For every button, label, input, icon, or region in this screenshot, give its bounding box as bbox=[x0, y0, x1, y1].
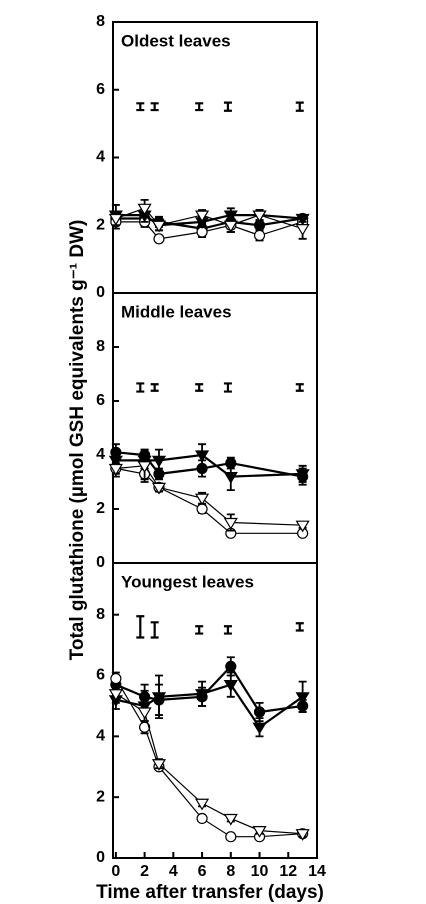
error-bar bbox=[136, 615, 145, 639]
point bbox=[195, 798, 210, 811]
x-tick-label: 12 bbox=[279, 863, 297, 880]
point bbox=[223, 517, 238, 530]
point bbox=[295, 520, 310, 533]
panel-title: Oldest leaves bbox=[121, 31, 231, 50]
point bbox=[295, 224, 310, 236]
point bbox=[252, 722, 267, 735]
point bbox=[253, 229, 266, 242]
x-axis-label: Time after transfer (days) bbox=[96, 882, 324, 903]
point bbox=[108, 689, 123, 701]
point bbox=[153, 233, 165, 245]
series-line bbox=[115, 453, 303, 478]
error-bar bbox=[150, 383, 159, 392]
error-bar bbox=[223, 101, 232, 112]
point bbox=[137, 461, 152, 473]
error-bar bbox=[136, 382, 145, 393]
point bbox=[195, 689, 210, 701]
point bbox=[151, 692, 167, 704]
y-tick-label: 6 bbox=[96, 667, 105, 684]
point bbox=[151, 455, 167, 468]
x-tick-label: 14 bbox=[308, 863, 326, 880]
error-bar bbox=[223, 382, 232, 393]
point bbox=[252, 210, 267, 223]
y-tick-label: 8 bbox=[96, 338, 105, 355]
panel-title: Middle leaves bbox=[121, 302, 232, 321]
error-bar bbox=[295, 101, 304, 112]
point bbox=[223, 220, 238, 233]
point bbox=[252, 826, 267, 838]
x-tick-label: 6 bbox=[198, 863, 207, 880]
point bbox=[110, 672, 122, 685]
point bbox=[195, 450, 210, 463]
error-bar bbox=[136, 102, 145, 112]
point bbox=[196, 503, 208, 515]
point bbox=[223, 210, 238, 223]
y-tick-label: 0 bbox=[96, 554, 105, 571]
series-line bbox=[115, 465, 303, 526]
point bbox=[223, 680, 238, 692]
point bbox=[108, 463, 123, 476]
x-tick-label: 10 bbox=[251, 863, 269, 880]
y-tick-label: 0 bbox=[96, 849, 105, 866]
y-tick-label: 2 bbox=[96, 788, 105, 805]
point bbox=[151, 482, 167, 495]
y-tick-label: 8 bbox=[96, 13, 105, 30]
error-bar bbox=[295, 383, 304, 392]
y-tick-label: 6 bbox=[96, 392, 105, 409]
point bbox=[295, 469, 310, 482]
point bbox=[295, 829, 310, 841]
point bbox=[225, 660, 237, 673]
point bbox=[223, 472, 238, 484]
error-bar bbox=[195, 625, 204, 635]
x-tick-label: 4 bbox=[169, 863, 178, 880]
point bbox=[225, 831, 237, 843]
y-tick-label: 4 bbox=[96, 149, 105, 166]
point bbox=[195, 493, 210, 506]
x-tick-label: 8 bbox=[226, 863, 235, 880]
panel-frame bbox=[112, 292, 318, 564]
error-bar bbox=[195, 383, 204, 392]
point bbox=[223, 813, 238, 826]
point bbox=[137, 707, 152, 720]
point bbox=[253, 706, 266, 718]
error-bar bbox=[195, 102, 204, 112]
error-bar bbox=[295, 622, 304, 632]
point bbox=[295, 692, 310, 704]
x-tick-label: 0 bbox=[111, 863, 120, 880]
y-tick-label: 8 bbox=[96, 606, 105, 623]
y-tick-label: 4 bbox=[96, 728, 105, 745]
y-tick-label: 2 bbox=[96, 500, 105, 517]
point bbox=[151, 220, 167, 233]
point bbox=[196, 812, 208, 825]
y-tick-label: 2 bbox=[96, 216, 105, 233]
y-axis-label: Total glutathione (µmol GSH equivalents … bbox=[67, 220, 88, 661]
point bbox=[108, 213, 123, 226]
panel-frame bbox=[112, 562, 318, 859]
panel-title: Youngest leaves bbox=[121, 572, 254, 591]
error-bar bbox=[150, 102, 159, 112]
point bbox=[195, 210, 210, 223]
panel-frame bbox=[112, 21, 318, 294]
point bbox=[151, 759, 167, 771]
error-bar bbox=[223, 625, 232, 635]
y-tick-label: 6 bbox=[96, 81, 105, 98]
y-tick-label: 0 bbox=[96, 284, 105, 301]
point bbox=[137, 203, 152, 216]
point bbox=[139, 721, 151, 733]
x-tick-label: 2 bbox=[140, 863, 149, 880]
y-tick-label: 4 bbox=[96, 446, 105, 463]
error-bar bbox=[150, 621, 159, 639]
